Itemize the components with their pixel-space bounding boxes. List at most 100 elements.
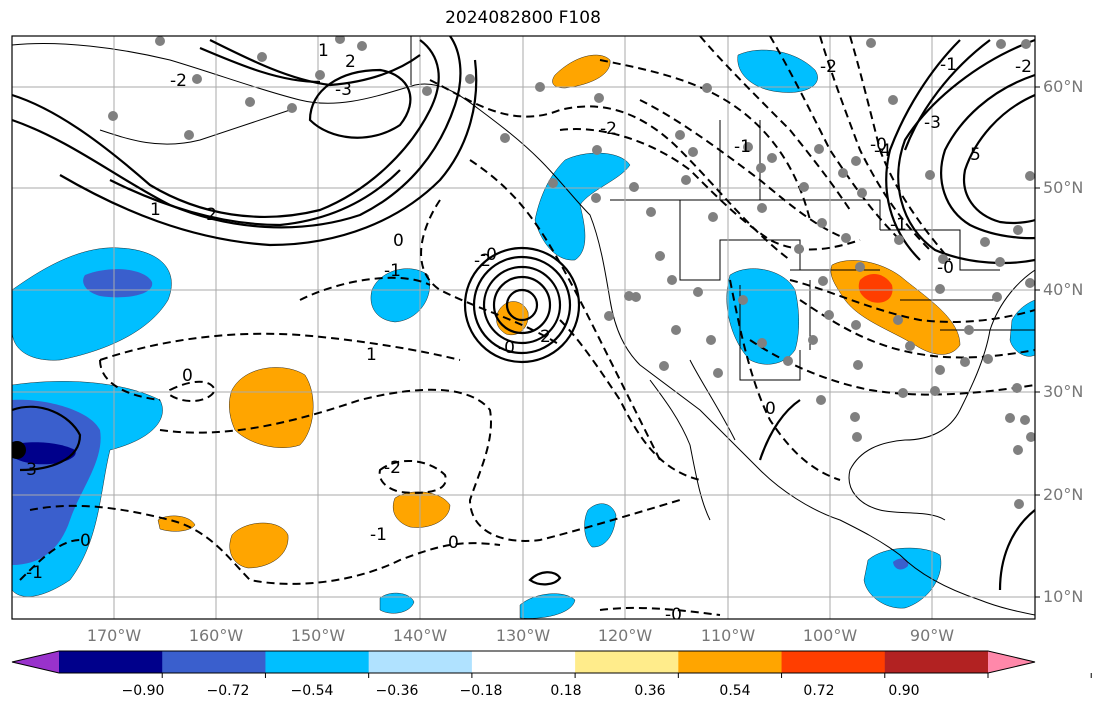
orange-anomaly-small-1	[157, 515, 196, 532]
contour-label: 0	[765, 399, 776, 419]
colorbar-tick-label: 0.18	[550, 683, 582, 699]
lon-label: 100°W	[802, 626, 858, 645]
contour-label: -0	[870, 135, 887, 155]
contour-label: -2	[1015, 57, 1032, 77]
lat-label: 60°N	[1043, 77, 1084, 96]
contour-label: -1	[940, 55, 957, 75]
map-frame	[11, 35, 1036, 620]
colorbar-segment	[471, 651, 576, 673]
contour-label: -4	[874, 141, 891, 161]
dark-core	[12, 441, 26, 459]
contour-label: -1	[26, 563, 43, 583]
contour-label: 1	[318, 41, 329, 61]
blue-anomaly-central-america	[863, 547, 942, 609]
station-dots	[108, 36, 1035, 509]
lat-label: 20°N	[1043, 485, 1084, 504]
contour-label: 2	[345, 52, 356, 72]
blue-anomaly-tropical-2	[519, 593, 576, 619]
colorbar-segment	[575, 651, 679, 673]
lon-label: 170°W	[86, 626, 142, 645]
contour-label: -3	[20, 460, 37, 480]
colorbar-tick-label: 0.36	[634, 683, 666, 699]
colorbar-segment	[884, 651, 989, 673]
contour-label: -1	[384, 261, 401, 281]
positive-contours	[12, 36, 1035, 591]
orange-anomaly-subtropical-3	[229, 522, 289, 569]
contour-label: -2	[820, 57, 837, 77]
colorbar-tick-label: −0.36	[375, 683, 419, 699]
contour-label: -2	[384, 458, 401, 478]
contour-label: 0	[80, 531, 91, 551]
contour-label: -0	[480, 245, 497, 265]
colorbar-tick-label: −0.72	[206, 683, 250, 699]
colorbar-extend-low	[12, 651, 59, 673]
colorbar-segment	[781, 651, 886, 673]
contour-label: -0	[665, 605, 682, 625]
lat-label: 10°N	[1043, 587, 1084, 606]
contour-label: -2	[170, 71, 187, 91]
lon-label: 150°W	[290, 626, 346, 645]
lon-label: 120°W	[597, 626, 653, 645]
blue-anomaly-gulf-alaska	[737, 49, 818, 93]
contour-label: 0	[448, 533, 459, 553]
orange-anomaly-subtropical-2	[392, 491, 451, 528]
contour-label: -2	[600, 119, 617, 139]
contour-label: 0	[393, 231, 404, 251]
lon-label: 90°W	[909, 626, 955, 645]
lon-label: 110°W	[700, 626, 756, 645]
colorbar-tick-label: 0.90	[888, 683, 920, 699]
coastlines	[12, 36, 1035, 616]
lat-label: 40°N	[1043, 280, 1084, 299]
blue-anomaly-east	[1009, 299, 1035, 357]
blue-anomaly-offshore	[370, 268, 430, 323]
contour-label: 5	[970, 145, 981, 165]
colorbar-segment	[162, 651, 266, 673]
lat-ticks	[1035, 86, 1040, 598]
lon-label: 140°W	[392, 626, 448, 645]
contour-label: -3	[924, 113, 941, 133]
contour-label: -1	[734, 137, 751, 157]
map-title: 2024082800 F108	[445, 8, 601, 28]
orange-anomaly-subtropical-1	[229, 367, 314, 448]
colorbar-tick-label: −0.18	[459, 683, 503, 699]
colorbar-segment	[678, 651, 783, 673]
navy-anomaly-southwest	[12, 442, 76, 465]
colorbar-tick-label: 0.72	[803, 683, 835, 699]
colorbar-extend-high	[988, 651, 1035, 673]
blue-anomaly-tropical-1	[584, 503, 617, 548]
blue-anomaly-tropical-3	[379, 592, 415, 614]
contour-label: 0	[182, 366, 193, 386]
contour-label: 1	[150, 200, 161, 220]
negative-contours	[19, 36, 1035, 616]
lat-label: 30°N	[1043, 382, 1084, 401]
blue-anomaly-great-basin	[726, 268, 799, 365]
contour-label: -0	[937, 258, 954, 278]
orange-anomaly-north	[552, 54, 611, 89]
colorbar-tick-label: −0.90	[121, 683, 165, 699]
colorbar-segment	[59, 651, 163, 673]
contour-label: -2	[200, 205, 217, 225]
contour-label: -2	[474, 251, 491, 271]
contour-label: -1	[370, 525, 387, 545]
gridlines	[12, 36, 1035, 619]
colorbar-segment	[368, 651, 473, 673]
lat-label: 50°N	[1043, 178, 1084, 197]
contour-label: -3	[335, 80, 352, 100]
shaded-anomalies	[12, 49, 1035, 619]
lon-label: 130°W	[495, 626, 551, 645]
contour-label: -1	[890, 215, 907, 235]
contour-labels: 1 2 1 -2 -3 -2 -1 -2 -3 -4 0 -1 -2 -0 2 …	[20, 41, 1032, 625]
contour-label: 2	[540, 327, 551, 347]
darkblue-anomaly-central-america	[893, 558, 909, 570]
blue-anomaly-west-pacific	[12, 247, 172, 361]
colorbar-segment	[265, 651, 370, 673]
contour-label: 1	[366, 345, 377, 365]
colorbar-tick-label: 0.54	[719, 683, 751, 699]
colorbar-outline	[11, 650, 1036, 674]
colorbar-tick-label: −0.54	[290, 683, 334, 699]
red-anomaly-plains	[858, 273, 893, 303]
colorbar	[11, 650, 1092, 678]
contour-label: -0	[498, 338, 515, 358]
lon-label: 160°W	[188, 626, 244, 645]
